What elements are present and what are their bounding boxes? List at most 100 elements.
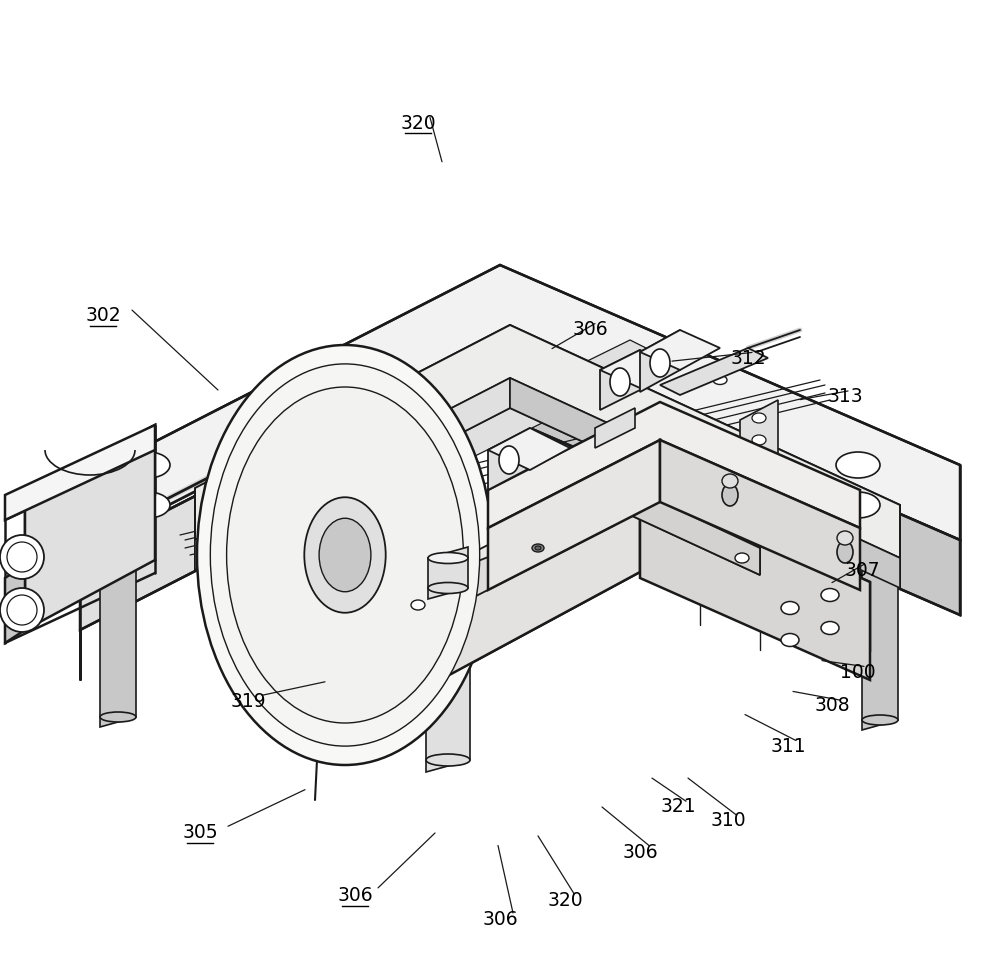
Polygon shape xyxy=(100,512,136,727)
Text: 100: 100 xyxy=(840,663,876,682)
Ellipse shape xyxy=(781,634,799,646)
Polygon shape xyxy=(5,565,25,643)
Text: 306: 306 xyxy=(337,886,373,905)
Text: 307: 307 xyxy=(844,560,880,580)
Polygon shape xyxy=(390,508,615,640)
Circle shape xyxy=(0,535,44,579)
Ellipse shape xyxy=(449,428,463,436)
Polygon shape xyxy=(388,488,428,590)
Text: 311: 311 xyxy=(770,737,806,756)
Polygon shape xyxy=(862,520,898,730)
Polygon shape xyxy=(660,440,860,590)
Ellipse shape xyxy=(100,712,136,722)
Ellipse shape xyxy=(343,603,357,613)
Ellipse shape xyxy=(650,349,670,377)
Text: 302: 302 xyxy=(85,306,121,325)
Ellipse shape xyxy=(752,457,766,467)
Ellipse shape xyxy=(499,446,519,474)
Ellipse shape xyxy=(713,376,727,384)
Text: 319: 319 xyxy=(230,691,266,711)
Polygon shape xyxy=(305,340,670,520)
Polygon shape xyxy=(488,402,860,528)
Polygon shape xyxy=(195,325,900,558)
Polygon shape xyxy=(510,378,900,588)
Polygon shape xyxy=(390,480,760,622)
Text: 308: 308 xyxy=(814,696,850,716)
Ellipse shape xyxy=(343,585,357,595)
Ellipse shape xyxy=(722,474,738,488)
Ellipse shape xyxy=(428,583,468,593)
Ellipse shape xyxy=(210,364,480,746)
Polygon shape xyxy=(440,480,640,680)
Polygon shape xyxy=(80,265,960,555)
Text: 313: 313 xyxy=(827,387,863,406)
Ellipse shape xyxy=(821,588,839,602)
Ellipse shape xyxy=(426,554,470,566)
Ellipse shape xyxy=(837,541,853,563)
Ellipse shape xyxy=(401,503,415,513)
Text: 306: 306 xyxy=(572,320,608,339)
Ellipse shape xyxy=(126,492,170,518)
Text: 306: 306 xyxy=(622,843,658,862)
Ellipse shape xyxy=(411,600,425,610)
Text: 305: 305 xyxy=(182,823,218,843)
Ellipse shape xyxy=(442,441,458,449)
Ellipse shape xyxy=(836,492,880,518)
Polygon shape xyxy=(426,548,470,772)
Polygon shape xyxy=(640,330,680,392)
Ellipse shape xyxy=(862,715,898,725)
Polygon shape xyxy=(488,440,660,590)
Text: 312: 312 xyxy=(730,349,766,368)
Text: 306: 306 xyxy=(482,910,518,929)
Polygon shape xyxy=(488,428,570,470)
Polygon shape xyxy=(615,480,760,575)
Text: 320: 320 xyxy=(400,114,436,133)
Polygon shape xyxy=(600,350,640,410)
Polygon shape xyxy=(660,348,768,395)
Text: 320: 320 xyxy=(547,891,583,910)
Ellipse shape xyxy=(735,553,749,563)
Polygon shape xyxy=(488,428,530,490)
Ellipse shape xyxy=(197,345,493,765)
Ellipse shape xyxy=(610,368,630,396)
Ellipse shape xyxy=(428,553,468,563)
Ellipse shape xyxy=(532,544,544,552)
Circle shape xyxy=(7,542,37,572)
Polygon shape xyxy=(195,378,510,570)
Ellipse shape xyxy=(100,517,136,527)
Polygon shape xyxy=(640,330,720,370)
Ellipse shape xyxy=(752,435,766,445)
Ellipse shape xyxy=(275,433,289,453)
Ellipse shape xyxy=(837,531,853,545)
Circle shape xyxy=(7,595,37,625)
Ellipse shape xyxy=(304,497,386,612)
Text: 310: 310 xyxy=(710,811,746,830)
Polygon shape xyxy=(80,340,500,630)
Polygon shape xyxy=(426,536,470,560)
Ellipse shape xyxy=(401,563,415,573)
Ellipse shape xyxy=(836,452,880,478)
Ellipse shape xyxy=(862,525,898,535)
Polygon shape xyxy=(25,425,155,565)
Ellipse shape xyxy=(441,425,459,435)
Polygon shape xyxy=(428,547,468,599)
Ellipse shape xyxy=(227,387,463,723)
Polygon shape xyxy=(5,425,155,520)
Ellipse shape xyxy=(752,477,766,487)
Ellipse shape xyxy=(722,484,738,506)
Polygon shape xyxy=(265,445,340,730)
Ellipse shape xyxy=(343,620,357,630)
Ellipse shape xyxy=(401,543,415,553)
Ellipse shape xyxy=(319,518,371,591)
Polygon shape xyxy=(25,425,155,630)
Polygon shape xyxy=(295,578,430,688)
Ellipse shape xyxy=(426,754,470,766)
Ellipse shape xyxy=(126,452,170,478)
Polygon shape xyxy=(640,480,870,680)
Polygon shape xyxy=(500,340,960,615)
Ellipse shape xyxy=(535,546,541,550)
Ellipse shape xyxy=(752,413,766,423)
Ellipse shape xyxy=(401,523,415,533)
Polygon shape xyxy=(740,400,778,500)
Polygon shape xyxy=(600,350,680,388)
